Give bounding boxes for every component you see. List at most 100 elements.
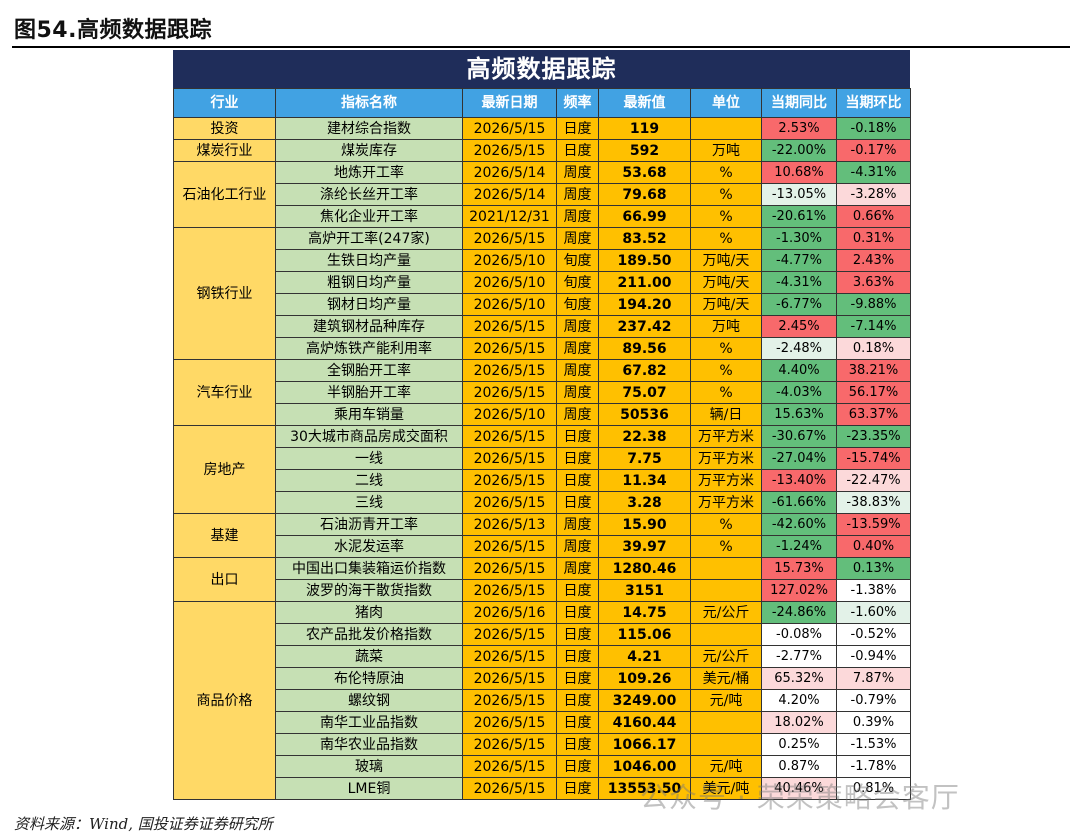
unit-cell: % (690, 227, 762, 250)
yoy-cell: -27.04% (761, 447, 837, 470)
mom-cell: 0.39% (836, 711, 911, 734)
industry-cell: 煤炭行业 (173, 139, 276, 162)
industry-cell: 基建 (173, 513, 276, 558)
data-table-container: 高频数据跟踪 行业 指标名称 最新日期 频率 最新值 单位 当期同比 当期环比 … (173, 50, 911, 800)
unit-cell: 万平方米 (690, 425, 762, 448)
indicator-name-cell: 南华工业品指数 (275, 711, 463, 734)
frequency-cell: 日度 (556, 447, 599, 470)
indicator-name-cell: 涤纶长丝开工率 (275, 183, 463, 206)
mom-cell: -1.38% (836, 579, 911, 602)
date-cell: 2026/5/15 (462, 579, 557, 602)
value-cell: 109.26 (598, 667, 691, 690)
yoy-cell: 0.87% (761, 755, 837, 778)
date-cell: 2026/5/15 (462, 755, 557, 778)
unit-cell (690, 733, 762, 756)
col-header-industry: 行业 (173, 88, 276, 118)
mom-cell: 0.40% (836, 535, 911, 558)
frequency-cell: 日度 (556, 469, 599, 492)
frequency-cell: 周度 (556, 359, 599, 382)
date-cell: 2026/5/15 (462, 777, 557, 800)
table-row: 南华工业品指数 2026/5/15 日度 4160.44 18.02% 0.39% (174, 711, 911, 734)
table-row: 钢材日均产量 2026/5/10 旬度 194.20 万吨/天 -6.77% -9.88% (174, 293, 911, 316)
indicator-name-cell: 高炉开工率(247家) (275, 227, 463, 250)
table-body: 投资 建材综合指数 2026/5/15 日度 119 2.53% -0.18% 煤炭行业 煤炭库… (173, 117, 911, 800)
date-cell: 2026/5/10 (462, 249, 557, 272)
unit-cell: % (690, 513, 762, 536)
mom-cell: -7.14% (836, 315, 911, 338)
frequency-cell: 周度 (556, 205, 599, 228)
value-cell: 39.97 (598, 535, 691, 558)
indicator-name-cell: 石油沥青开工率 (275, 513, 463, 536)
yoy-cell: -2.48% (761, 337, 837, 360)
date-cell: 2026/5/15 (462, 535, 557, 558)
yoy-cell: -13.05% (761, 183, 837, 206)
table-row: 钢铁行业 高炉开工率(247家) 2026/5/15 周度 83.52% -1.30% 0.… (173, 227, 911, 360)
value-cell: 14.75 (598, 601, 691, 624)
mom-cell: 2.43% (836, 249, 911, 272)
table-row: 蔬菜 2026/5/15 日度 4.21 元/公斤 -2.77% -0.94% (174, 645, 911, 668)
date-cell: 2026/5/16 (462, 601, 557, 624)
value-cell: 22.38 (598, 425, 691, 448)
mom-cell: -9.88% (836, 293, 911, 316)
value-cell: 3151 (598, 579, 691, 602)
frequency-cell: 周度 (556, 315, 599, 338)
value-cell: 53.68 (598, 161, 691, 184)
value-cell: 13553.50 (598, 777, 691, 800)
date-cell: 2026/5/15 (462, 469, 557, 492)
date-cell: 2026/5/15 (462, 491, 557, 514)
value-cell: 592 (598, 139, 691, 162)
mom-cell: -22.47% (836, 469, 911, 492)
table-row: 生铁日均产量 2026/5/10 旬度 189.50 万吨/天 -4.77% 2.43% (174, 249, 911, 272)
frequency-cell: 日度 (556, 645, 599, 668)
table-row: 出口 中国出口集装箱运价指数 2026/5/15 周度 1280.46 15.73% 0.1… (173, 557, 911, 602)
watermark: 公众号 · 荣荣策略会客厅 (640, 781, 960, 814)
mom-cell: -0.17% (836, 139, 911, 162)
mom-cell: -13.59% (836, 513, 911, 536)
value-cell: 119 (598, 117, 691, 140)
table-row: 螺纹钢 2026/5/15 日度 3249.00 元/吨 4.20% -0.79% (174, 689, 911, 712)
unit-cell (690, 711, 762, 734)
value-cell: 67.82 (598, 359, 691, 382)
value-cell: 115.06 (598, 623, 691, 646)
indicator-name-cell: 波罗的海干散货指数 (275, 579, 463, 602)
frequency-cell: 日度 (556, 579, 599, 602)
unit-cell: % (690, 337, 762, 360)
yoy-cell: -0.08% (761, 623, 837, 646)
indicator-name-cell: 粗钢日均产量 (275, 271, 463, 294)
value-cell: 11.34 (598, 469, 691, 492)
indicator-name-cell: 螺纹钢 (275, 689, 463, 712)
table-row: 一线 2026/5/15 日度 7.75 万平方米 -27.04% -15.74% (174, 447, 911, 470)
value-cell: 1280.46 (598, 557, 691, 580)
yoy-cell: 18.02% (761, 711, 837, 734)
unit-cell: % (690, 183, 762, 206)
table-row: 房地产 30大城市商品房成交面积 2026/5/15 日度 22.38 万平方米 -30.6… (173, 425, 911, 514)
date-cell: 2026/5/15 (462, 359, 557, 382)
table-row: 三线 2026/5/15 日度 3.28 万平方米 -61.66% -38.83% (174, 491, 911, 514)
unit-cell: 元/吨 (690, 689, 762, 712)
frequency-cell: 周度 (556, 535, 599, 558)
indicator-name-cell: 生铁日均产量 (275, 249, 463, 272)
table-row: 半钢胎开工率 2026/5/15 周度 75.07% -4.03% 56.17% (174, 381, 911, 404)
date-cell: 2026/5/15 (462, 425, 557, 448)
indicator-name-cell: 焦化企业开工率 (275, 205, 463, 228)
yoy-cell: 2.45% (761, 315, 837, 338)
date-cell: 2026/5/14 (462, 161, 557, 184)
frequency-cell: 日度 (556, 689, 599, 712)
unit-cell: 万吨/天 (690, 293, 762, 316)
date-cell: 2026/5/15 (462, 645, 557, 668)
table-row: 焦化企业开工率 2021/12/31 周度 66.99% -20.61% 0.66% (174, 205, 911, 228)
date-cell: 2026/5/15 (462, 447, 557, 470)
value-cell: 4.21 (598, 645, 691, 668)
value-cell: 75.07 (598, 381, 691, 404)
yoy-cell: -4.77% (761, 249, 837, 272)
table-title: 高频数据跟踪 (173, 50, 910, 88)
frequency-cell: 日度 (556, 623, 599, 646)
yoy-cell: 0.25% (761, 733, 837, 756)
yoy-cell: 10.68% (761, 161, 837, 184)
frequency-cell: 日度 (556, 667, 599, 690)
frequency-cell: 日度 (556, 755, 599, 778)
indicator-name-cell: 布伦特原油 (275, 667, 463, 690)
source-note: 资料来源：Wind, 国投证券证券研究所 (14, 815, 273, 833)
date-cell: 2021/12/31 (462, 205, 557, 228)
value-cell: 79.68 (598, 183, 691, 206)
